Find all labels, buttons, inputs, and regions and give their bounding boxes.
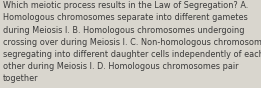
Text: Which meiotic process results in the Law of Segregation? A.
Homologous chromosom: Which meiotic process results in the Law… [3, 1, 261, 83]
